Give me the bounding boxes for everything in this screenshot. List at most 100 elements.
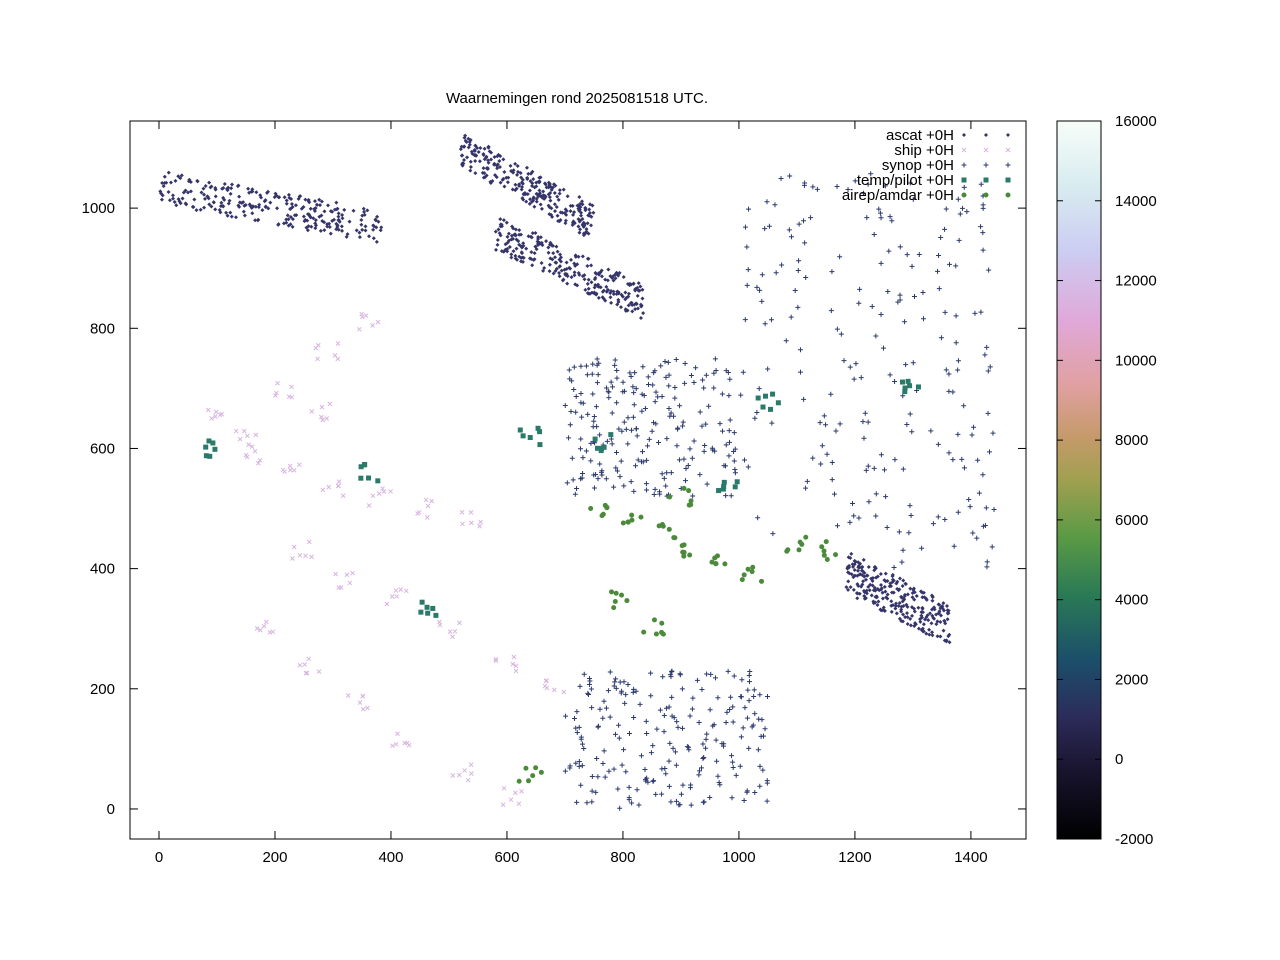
- data-point-ascat-h: [554, 260, 559, 265]
- data-point-synop-h: [884, 525, 890, 531]
- data-point-ascat-h: [527, 201, 532, 206]
- data-point-ascat-h: [606, 267, 611, 272]
- data-point-ascat-h: [555, 249, 560, 254]
- x-tick-label: 800: [610, 849, 635, 866]
- data-point-synop-h: [591, 485, 597, 491]
- data-point-ascat-h: [517, 183, 522, 188]
- data-point-synop-h: [746, 698, 752, 704]
- data-point-synop-h: [942, 516, 948, 522]
- data-point-synop-h: [756, 386, 762, 392]
- data-point-synop-h: [744, 244, 750, 250]
- data-point-ascat-h: [251, 204, 256, 209]
- data-point-synop-h: [770, 531, 776, 537]
- colorbar-tick-label: 4000: [1115, 592, 1148, 609]
- data-point-ascat-h: [500, 177, 505, 182]
- data-point-synop-h: [943, 367, 949, 373]
- data-point-ascat-h: [276, 222, 281, 227]
- data-point-synop-h: [738, 694, 744, 700]
- data-point-ascat-h: [590, 290, 595, 295]
- data-point-ascat-h: [585, 263, 590, 268]
- data-point-synop-h: [764, 199, 770, 205]
- data-point-ascat-h: [250, 211, 255, 216]
- data-point-synop-h: [667, 413, 673, 419]
- data-point-ship-h: [375, 319, 381, 325]
- data-point-ascat-h: [897, 587, 902, 592]
- data-point-ascat-h: [502, 170, 507, 175]
- data-point-ascat-h: [497, 158, 502, 163]
- data-point-ascat-h: [255, 218, 260, 223]
- data-point-synop-h: [819, 443, 825, 449]
- data-point-ship-h: [425, 503, 431, 509]
- data-point-synop-h: [892, 457, 898, 463]
- data-point-synop-h: [619, 762, 625, 768]
- data-point-ascat-h: [625, 281, 630, 286]
- data-point-ship-h: [380, 486, 385, 491]
- data-point-ascat-h: [544, 239, 549, 244]
- data-point-synop-h: [644, 457, 650, 463]
- data-point-ascat-h: [845, 565, 850, 570]
- data-point-synop-h: [730, 704, 736, 710]
- data-point-synop-h: [750, 722, 756, 728]
- data-point-ship-h: [477, 523, 482, 529]
- data-point-synop-h: [564, 480, 570, 486]
- data-point-synop-h: [650, 743, 656, 749]
- data-point-ascat-h: [336, 214, 341, 219]
- data-point-ascat-h: [485, 166, 490, 171]
- data-point-airep-amdar-h: [629, 517, 635, 523]
- data-point-ship-h: [309, 554, 314, 560]
- data-point-ascat-h: [929, 621, 934, 626]
- data-point-ascat-h: [554, 266, 559, 271]
- data-point-synop-h: [797, 369, 803, 375]
- plot-frame: [129, 120, 1027, 840]
- data-point-synop-h: [946, 388, 952, 394]
- data-point-ascat-h: [921, 622, 926, 627]
- data-point-ascat-h: [519, 175, 524, 180]
- data-point-ascat-h: [327, 224, 332, 229]
- data-point-synop-h: [662, 359, 668, 365]
- data-point-ascat-h: [872, 568, 877, 573]
- data-point-synop-h: [616, 735, 622, 741]
- data-point-airep-amdar-h: [611, 605, 617, 611]
- data-point-ascat-h: [587, 211, 592, 216]
- data-point-synop-h: [810, 455, 816, 461]
- data-point-synop-h: [583, 363, 589, 369]
- data-point-synop-h: [591, 413, 597, 419]
- data-point-ascat-h: [596, 270, 601, 275]
- data-point-ascat-h: [513, 161, 518, 166]
- data-point-synop-h: [683, 465, 689, 471]
- data-point-ascat-h: [613, 276, 618, 281]
- data-point-synop-h: [900, 466, 906, 472]
- data-point-synop-h: [814, 186, 820, 192]
- data-point-ship-h: [306, 539, 312, 545]
- data-point-synop-h: [633, 386, 639, 392]
- data-point-ascat-h: [536, 194, 541, 199]
- data-point-synop-h: [878, 452, 884, 458]
- data-point-synop-h: [796, 258, 802, 264]
- y-tick-label: 0: [107, 801, 115, 818]
- data-point-ship-h: [246, 442, 251, 447]
- data-point-synop-h: [983, 505, 989, 511]
- data-point-synop-h: [580, 400, 586, 406]
- data-point-ascat-h: [499, 249, 504, 254]
- data-point-ascat-h: [925, 613, 930, 618]
- data-point-ascat-h: [502, 184, 507, 189]
- data-point-synop-h: [792, 287, 798, 293]
- data-point-synop-h: [989, 544, 995, 550]
- data-point-ascat-h: [584, 227, 589, 232]
- data-point-synop-h: [711, 385, 717, 391]
- data-point-airep-amdar-h: [824, 556, 830, 562]
- legend-marker: [983, 177, 989, 183]
- data-point-synop-h: [597, 461, 603, 467]
- data-point-temp-pilot-h: [760, 404, 766, 410]
- data-point-ship-h: [519, 788, 524, 794]
- data-point-synop-h: [656, 439, 662, 445]
- data-point-ascat-h: [317, 214, 322, 219]
- data-point-synop-h: [764, 778, 770, 784]
- data-point-ascat-h: [511, 249, 516, 254]
- data-point-synop-h: [930, 521, 936, 527]
- data-point-synop-h: [769, 420, 775, 426]
- data-point-synop-h: [631, 390, 637, 396]
- data-point-temp-pilot-h: [375, 478, 381, 484]
- data-point-synop-h: [823, 422, 829, 428]
- data-point-ascat-h: [563, 221, 568, 226]
